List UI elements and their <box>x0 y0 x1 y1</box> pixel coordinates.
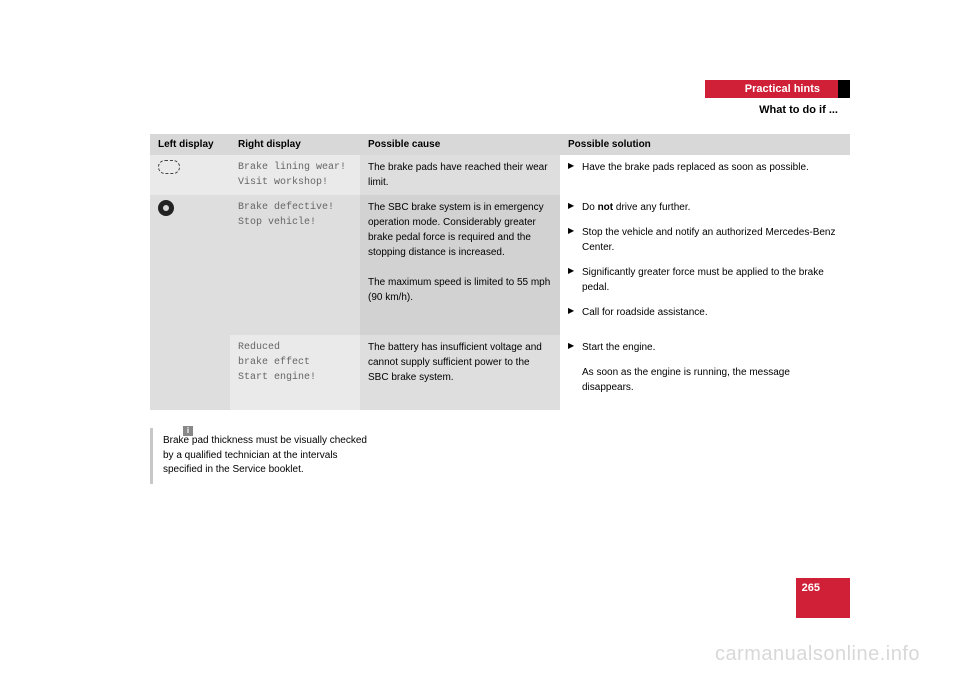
th-left: Left display <box>150 134 230 155</box>
section-header: Practical hints <box>705 80 842 98</box>
solution-item: Stop the vehicle and notify an authorize… <box>568 225 842 255</box>
possible-cause: The brake pads have reached their wear l… <box>360 155 560 195</box>
right-display-text: Reducedbrake effectStart engine! <box>238 340 352 385</box>
possible-cause: The battery has insufficient voltage and… <box>360 335 560 410</box>
solution-item: Significantly greater force must be appl… <box>568 265 842 295</box>
solution-item: As soon as the engine is running, the me… <box>568 365 842 395</box>
solution-item: Have the brake pads replaced as soon as … <box>568 160 842 175</box>
warning-table: Left display Right display Possible caus… <box>150 134 850 410</box>
brake-lining-icon <box>158 160 180 174</box>
right-display-text: Brake defective!Stop vehicle! <box>238 200 352 230</box>
page-number: 265 <box>796 578 850 618</box>
watermark: carmanualsonline.info <box>715 643 920 666</box>
solution-item: Start the engine. <box>568 340 842 355</box>
info-icon: i <box>183 426 193 436</box>
th-cause: Possible cause <box>360 134 560 155</box>
solution-item: Do not drive any further. <box>568 200 842 215</box>
solution-list: Have the brake pads replaced as soon as … <box>568 160 842 175</box>
section-subtitle: What to do if ... <box>150 104 838 116</box>
right-display-text: Brake lining wear!Visit workshop! <box>238 160 352 190</box>
table-row: Brake lining wear!Visit workshop! The br… <box>150 155 850 195</box>
brake-warn-icon <box>158 200 174 216</box>
th-right: Right display <box>230 134 360 155</box>
solution-item: Call for roadside assistance. <box>568 305 842 320</box>
note-text: Brake pad thickness must be visually che… <box>163 435 367 475</box>
table-row: Reducedbrake effectStart engine! The bat… <box>150 335 850 410</box>
info-note: i Brake pad thickness must be visually c… <box>150 428 380 484</box>
possible-cause: The SBC brake system is in emergency ope… <box>360 195 560 335</box>
header-black-cap <box>838 80 850 98</box>
solution-list: Do not drive any further. Stop the vehic… <box>568 200 842 320</box>
th-solution: Possible solution <box>560 134 850 155</box>
solution-list: Start the engine. As soon as the engine … <box>568 340 842 395</box>
table-row: Brake defective!Stop vehicle! The SBC br… <box>150 195 850 335</box>
